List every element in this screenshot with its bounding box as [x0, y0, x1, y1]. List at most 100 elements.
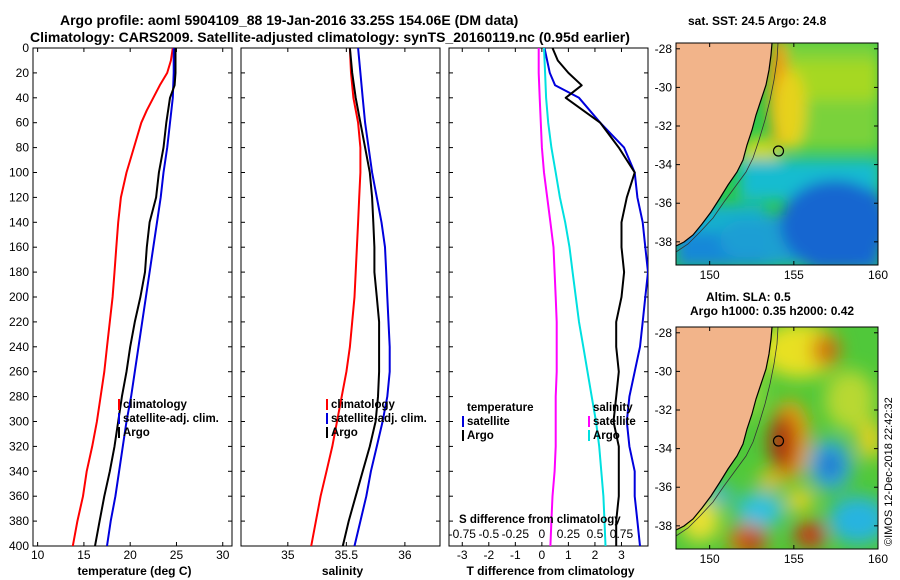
x-tick-label: 25 — [170, 548, 184, 562]
map-x-tick-label: 160 — [868, 268, 888, 282]
x-tick-label: 0 — [539, 548, 546, 562]
panel-temperature: 0 20 40 60 80 100 120 140 160 180 200 220 240 260 280 3… — [9, 41, 233, 578]
depth-tick-label: 340 — [9, 464, 29, 478]
map-y-tick-label: -34 — [655, 158, 673, 172]
land-mask-sla — [676, 327, 772, 530]
map-y-tick-label: -30 — [655, 80, 673, 94]
sst-field — [676, 43, 878, 265]
map-x-tick-label: 150 — [700, 552, 720, 566]
map-x-tick-label: 155 — [784, 268, 804, 282]
depth-tick-label: 20 — [16, 66, 30, 80]
profile-panels: 0204060801001201401601802002202402602803… — [9, 41, 649, 578]
depth-tick-label: 260 — [9, 365, 29, 379]
sla-map-ticks: 150 155 160 -28 -30 -32 -34 -36 -38 — [655, 326, 889, 566]
depth-tick-label: 300 — [9, 415, 29, 429]
x-tick-label: 20 — [124, 548, 138, 562]
map-y-tick-label: -28 — [655, 326, 673, 340]
depth-tick-label: 0 — [22, 41, 29, 55]
series-line-s-satellite — [537, 48, 558, 546]
x-axis-label: salinity — [322, 564, 364, 578]
legend-label: satellite — [593, 416, 636, 428]
legend-label: satellite-adj. clim. — [331, 413, 427, 425]
s-tick-label: 0.25 — [557, 527, 581, 541]
series-group — [310, 48, 391, 546]
credit-text: ©IMOS 12-Dec-2018 22:42:32 — [883, 397, 895, 546]
sst-map-title: sat. SST: 24.5 Argo: 24.8 — [688, 14, 827, 28]
sla-map: Altim. SLA: 0.5 Argo h1000: 0.35 h2000: … — [655, 290, 889, 566]
series-group — [537, 48, 648, 546]
depth-tick-label: 380 — [9, 514, 29, 528]
x-tick-label: 15 — [77, 548, 91, 562]
series-line-climatology — [310, 48, 362, 546]
depth-tick-label: 200 — [9, 290, 29, 304]
s-tick-label: -0.5 — [478, 527, 499, 541]
depth-tick-label: 320 — [9, 439, 29, 453]
x-tick-label: 35 — [281, 548, 295, 562]
series-line-t-satellite — [543, 48, 648, 546]
panel-salinity: 35 35.5 36 salinity climatology satellite-adj… — [240, 47, 441, 578]
panel-frame — [32, 47, 233, 547]
sst-map-ticks: 150 155 160 -28 -30 -32 -34 -36 -38 — [655, 42, 889, 282]
map-y-tick-label: -38 — [655, 519, 673, 533]
map-y-tick-label: -28 — [655, 42, 673, 56]
x-tick-label: -1 — [510, 548, 521, 562]
depth-tick-label: 240 — [9, 340, 29, 354]
sla-map-title: Altim. SLA: 0.5 — [706, 290, 791, 304]
x-axis-label: temperature (deg C) — [77, 564, 191, 578]
legend-label: satellite — [467, 416, 510, 428]
x-tick-label: -2 — [483, 548, 494, 562]
isobath — [676, 43, 779, 253]
depth-tick-label: 80 — [16, 141, 30, 155]
legend-label: Argo — [467, 430, 494, 442]
x-tick-label: 35.5 — [335, 548, 359, 562]
series-line-t-argo — [551, 48, 636, 546]
map-y-tick-label: -36 — [655, 196, 673, 210]
s-tick-label: -0.75 — [449, 527, 477, 541]
x-tick-label: 10 — [31, 548, 45, 562]
legend-title: temperature — [467, 402, 533, 414]
map-x-tick-label: 155 — [784, 552, 804, 566]
series-group — [71, 48, 177, 546]
x-tick-label: 36 — [398, 548, 412, 562]
depth-tick-label: 160 — [9, 240, 29, 254]
depth-tick-label: 220 — [9, 315, 29, 329]
title-line1: Argo profile: aoml 5904109_88 19-Jan-201… — [60, 12, 518, 28]
sla-frame — [675, 326, 879, 550]
depth-tick-label: 400 — [9, 539, 29, 553]
depth-tick-label: 280 — [9, 390, 29, 404]
legend-label: climatology — [123, 399, 188, 411]
depth-tick-label: 40 — [16, 91, 30, 105]
x-tick-label: 3 — [618, 548, 625, 562]
x-axis-label: T difference from climatology — [466, 564, 634, 578]
argo-marker-sla — [772, 435, 785, 447]
map-y-tick-label: -36 — [655, 480, 673, 494]
x-tick-label: 1 — [565, 548, 572, 562]
s-tick-label: 0.5 — [587, 527, 604, 541]
series-line-satellite-adj-clim- — [106, 48, 175, 546]
sla-map-subtitle: Argo h1000: 0.35 h2000: 0.42 — [690, 304, 854, 318]
depth-tick-label: 180 — [9, 265, 29, 279]
series-line-climatology — [71, 48, 174, 546]
series-line-argo — [341, 48, 381, 546]
coastline — [676, 43, 773, 247]
map-y-tick-label: -32 — [655, 403, 673, 417]
title-line2: Climatology: CARS2009. Satellite-adjuste… — [30, 29, 630, 45]
land-mask — [676, 43, 772, 246]
s-tick-label: -0.25 — [502, 527, 530, 541]
map-y-tick-label: -32 — [655, 119, 673, 133]
series-line-satellite-adj-clim- — [353, 48, 391, 546]
series-line-argo — [94, 48, 177, 546]
map-y-tick-label: -38 — [655, 235, 673, 249]
legend-label: Argo — [331, 427, 358, 439]
depth-tick-label: 100 — [9, 166, 29, 180]
x-tick-label: 2 — [592, 548, 599, 562]
x-tick-label: -3 — [457, 548, 468, 562]
legend-label: climatology — [331, 399, 396, 411]
coastline-sla — [676, 327, 773, 531]
panel-frame — [240, 47, 441, 547]
depth-tick-label: 140 — [9, 215, 29, 229]
s-tick-label: 0.75 — [610, 527, 634, 541]
map-y-tick-label: -34 — [655, 442, 673, 456]
sst-frame — [675, 42, 879, 266]
